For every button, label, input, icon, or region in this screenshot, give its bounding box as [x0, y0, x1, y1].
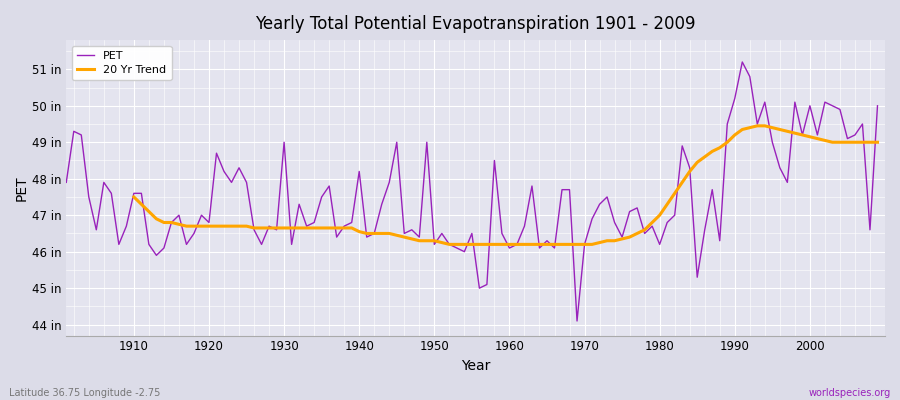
- Legend: PET, 20 Yr Trend: PET, 20 Yr Trend: [72, 46, 172, 80]
- 20 Yr Trend: [827, 140, 838, 145]
- 20 Yr Trend: [850, 140, 860, 145]
- PET: [602, 194, 613, 199]
- PET: [121, 224, 131, 228]
- PET: [572, 318, 582, 323]
- 20 Yr Trend: [271, 226, 282, 230]
- Text: Latitude 36.75 Longitude -2.75: Latitude 36.75 Longitude -2.75: [9, 388, 160, 398]
- PET: [504, 246, 515, 250]
- 20 Yr Trend: [302, 226, 312, 230]
- 20 Yr Trend: [444, 242, 454, 247]
- X-axis label: Year: Year: [461, 359, 491, 373]
- PET: [331, 235, 342, 240]
- Line: PET: PET: [67, 62, 878, 321]
- Title: Yearly Total Potential Evapotranspiration 1901 - 2009: Yearly Total Potential Evapotranspiratio…: [256, 15, 696, 33]
- PET: [872, 103, 883, 108]
- PET: [286, 242, 297, 247]
- Text: worldspecies.org: worldspecies.org: [809, 388, 891, 398]
- 20 Yr Trend: [519, 242, 530, 247]
- 20 Yr Trend: [129, 194, 140, 199]
- 20 Yr Trend: [752, 124, 762, 128]
- Y-axis label: PET: PET: [15, 175, 29, 201]
- 20 Yr Trend: [579, 242, 590, 247]
- Line: 20 Yr Trend: 20 Yr Trend: [134, 126, 878, 244]
- 20 Yr Trend: [872, 140, 883, 145]
- PET: [737, 60, 748, 64]
- PET: [497, 231, 508, 236]
- PET: [61, 180, 72, 185]
